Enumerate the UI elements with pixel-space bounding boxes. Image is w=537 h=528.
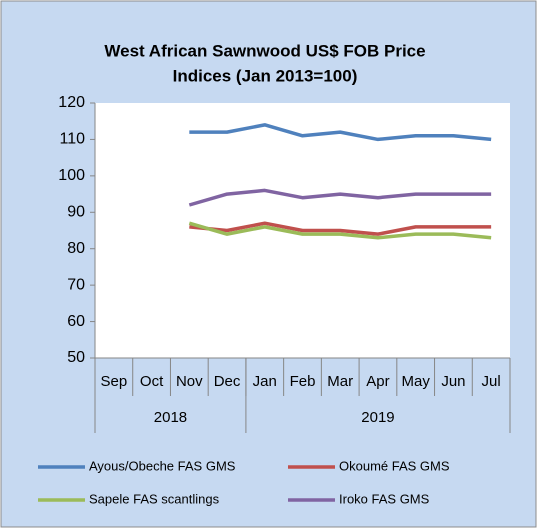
legend-label: Sapele FAS scantlings (89, 491, 220, 506)
y-tick-label: 100 (58, 167, 85, 184)
x-tick-label: Apr (366, 373, 389, 390)
x-tick-label: Jun (441, 373, 465, 390)
x-tick-label: Mar (327, 373, 353, 390)
series-line (189, 221, 492, 236)
group-label: 2018 (154, 409, 187, 426)
y-tick-label: 70 (67, 276, 85, 293)
series-line (189, 123, 492, 142)
y-tick-label: 110 (59, 131, 85, 148)
legend-label: Iroko FAS GMS (339, 491, 430, 506)
y-tick-label: 60 (67, 313, 85, 330)
chart-title: West African Sawnwood US$ FOB Price (104, 41, 425, 60)
y-tick-label: 120 (58, 94, 85, 111)
legend-label: Okoumé FAS GMS (339, 458, 450, 473)
x-tick-label: May (402, 373, 431, 390)
y-tick-label: 80 (67, 240, 85, 257)
x-tick-label: Jan (253, 373, 277, 390)
x-tick-label: Feb (290, 373, 316, 390)
chart-title: Indices (Jan 2013=100) (173, 66, 358, 85)
group-label: 2019 (361, 409, 394, 426)
x-tick-label: Jul (482, 373, 501, 390)
y-tick-label: 50 (67, 349, 85, 366)
x-tick-label: Sep (101, 373, 128, 390)
series-line (188, 188, 492, 207)
series-line (188, 221, 492, 240)
legend-label: Ayous/Obeche FAS GMS (89, 458, 236, 473)
x-tick-label: Nov (176, 373, 203, 390)
y-tick-label: 90 (67, 204, 85, 221)
x-tick-label: Oct (140, 373, 164, 390)
x-tick-label: Dec (214, 373, 241, 390)
